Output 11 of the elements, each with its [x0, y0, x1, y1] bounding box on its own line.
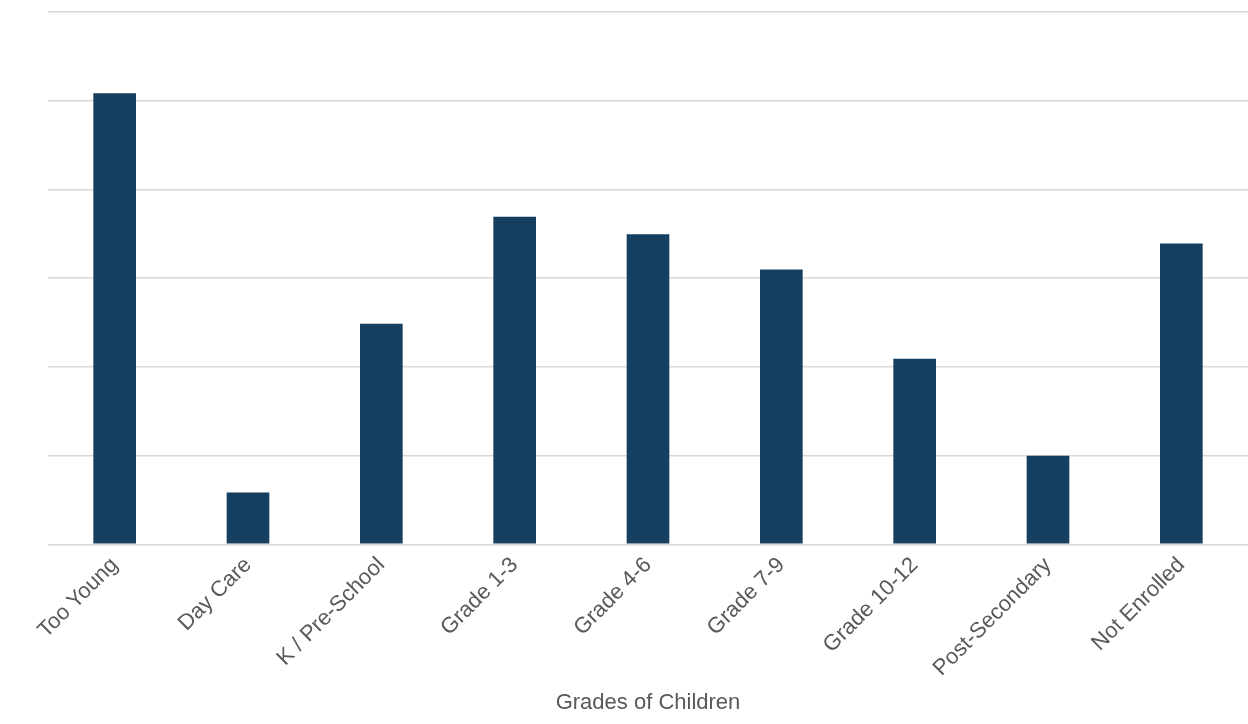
bar [760, 269, 803, 544]
bar [93, 93, 136, 544]
bar [493, 216, 536, 544]
x-tick-label: Day Care [172, 551, 256, 636]
bar [226, 492, 270, 544]
bar [893, 358, 936, 544]
bar [1026, 455, 1070, 544]
x-axis-title: Grades of Children [555, 688, 741, 714]
bar [360, 323, 403, 544]
bar [626, 234, 670, 544]
bar [1160, 243, 1203, 544]
